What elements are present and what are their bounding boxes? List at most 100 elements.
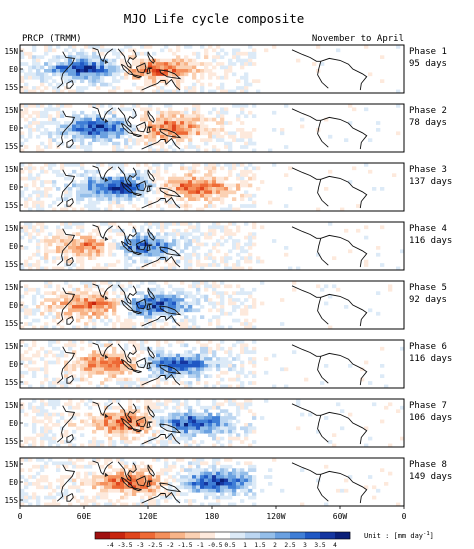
anomaly-cell — [120, 48, 125, 53]
anomaly-cell — [180, 360, 185, 365]
anomaly-cell — [160, 228, 165, 233]
coastline — [159, 423, 182, 434]
anomaly-cell — [212, 117, 217, 122]
anomaly-cell — [160, 402, 165, 407]
anomaly-cell — [48, 305, 53, 309]
anomaly-cell — [188, 45, 193, 49]
anomaly-cell — [52, 131, 57, 136]
anomaly-cell — [112, 163, 117, 167]
anomaly-cell — [84, 249, 89, 254]
anomaly-cell — [252, 440, 257, 444]
anomaly-cell — [80, 225, 85, 230]
anomaly-cell — [164, 242, 169, 247]
anomaly-cell — [148, 374, 153, 379]
anomaly-cell — [380, 225, 385, 230]
anomaly-cell — [164, 75, 169, 80]
anomaly-cell — [236, 377, 241, 382]
anomaly-cell — [212, 58, 217, 63]
anomaly-cell — [32, 89, 37, 93]
anomaly-cell — [84, 370, 89, 375]
anomaly-cell — [88, 82, 93, 87]
anomaly-cell — [60, 62, 65, 66]
anomaly-cell — [216, 51, 221, 56]
anomaly-cell — [28, 104, 33, 108]
y-tick-label: 15N — [4, 283, 18, 292]
anomaly-cell — [92, 124, 97, 129]
anomaly-cell — [64, 488, 69, 493]
anomaly-cell — [36, 148, 41, 152]
days-label: 106 days — [409, 413, 452, 423]
anomaly-cell — [128, 193, 133, 198]
anomaly-cell — [104, 291, 109, 296]
anomaly-cell — [164, 478, 169, 483]
anomaly-cell — [184, 343, 189, 348]
anomaly-cell — [92, 82, 97, 87]
anomaly-cell — [112, 107, 117, 112]
anomaly-cell — [228, 284, 233, 289]
anomaly-cell — [244, 183, 249, 188]
anomaly-cell — [196, 197, 201, 202]
anomaly-cell — [124, 256, 129, 261]
anomaly-cell — [208, 488, 213, 493]
anomaly-cell — [92, 291, 97, 296]
anomaly-cell — [328, 222, 333, 226]
anomaly-cell — [228, 183, 233, 188]
anomaly-cell — [140, 242, 145, 247]
anomaly-cell — [68, 89, 73, 93]
anomaly-cell — [84, 475, 89, 479]
anomaly-cell — [68, 475, 73, 479]
coastline — [291, 462, 321, 475]
anomaly-cell — [52, 298, 57, 302]
anomaly-cell — [156, 291, 161, 296]
anomaly-cell — [228, 311, 233, 316]
anomaly-cell — [220, 89, 225, 93]
anomaly-cell — [72, 350, 77, 355]
anomaly-cell — [172, 266, 177, 270]
anomaly-cell — [196, 225, 201, 230]
y-tick-label: E0 — [9, 65, 19, 74]
anomaly-cell — [196, 461, 201, 466]
anomaly-cell — [104, 322, 109, 326]
anomaly-cell — [84, 305, 89, 309]
anomaly-cell — [244, 318, 249, 323]
anomaly-cell — [96, 305, 101, 309]
anomaly-cell — [52, 121, 57, 125]
anomaly-cell — [96, 69, 101, 73]
anomaly-cell — [224, 468, 229, 473]
anomaly-cell — [44, 131, 49, 136]
anomaly-cell — [56, 82, 61, 87]
anomaly-cell — [56, 353, 61, 358]
anomaly-cell — [68, 340, 73, 344]
colorbar-tick-label: 1.5 — [254, 542, 265, 549]
anomaly-cell — [168, 284, 173, 289]
anomaly-cell — [56, 256, 61, 261]
anomaly-cell — [72, 374, 77, 379]
anomaly-cell — [284, 145, 289, 149]
anomaly-cell — [128, 377, 133, 382]
anomaly-cell — [120, 284, 125, 289]
anomaly-cell — [20, 104, 25, 108]
anomaly-cell — [144, 197, 149, 202]
anomaly-cell — [24, 72, 29, 77]
anomaly-cell — [348, 364, 353, 368]
anomaly-cell — [184, 58, 189, 63]
anomaly-cell — [160, 256, 165, 261]
anomaly-cell — [40, 357, 45, 361]
anomaly-cell — [140, 433, 145, 438]
anomaly-cell — [64, 305, 69, 309]
anomaly-cell — [68, 222, 73, 226]
anomaly-cell — [92, 402, 97, 407]
anomaly-cell — [180, 287, 185, 292]
anomaly-cell — [196, 423, 201, 427]
anomaly-cell — [64, 197, 69, 202]
anomaly-cell — [156, 246, 161, 250]
anomaly-cell — [96, 419, 101, 424]
anomaly-cell — [164, 225, 169, 230]
anomaly-cell — [116, 412, 121, 417]
anomaly-cell — [152, 69, 157, 73]
anomaly-cell — [36, 259, 41, 264]
anomaly-cell — [116, 193, 121, 198]
anomaly-cell — [148, 298, 153, 302]
anomaly-cell — [48, 204, 53, 208]
anomaly-cell — [188, 405, 193, 410]
